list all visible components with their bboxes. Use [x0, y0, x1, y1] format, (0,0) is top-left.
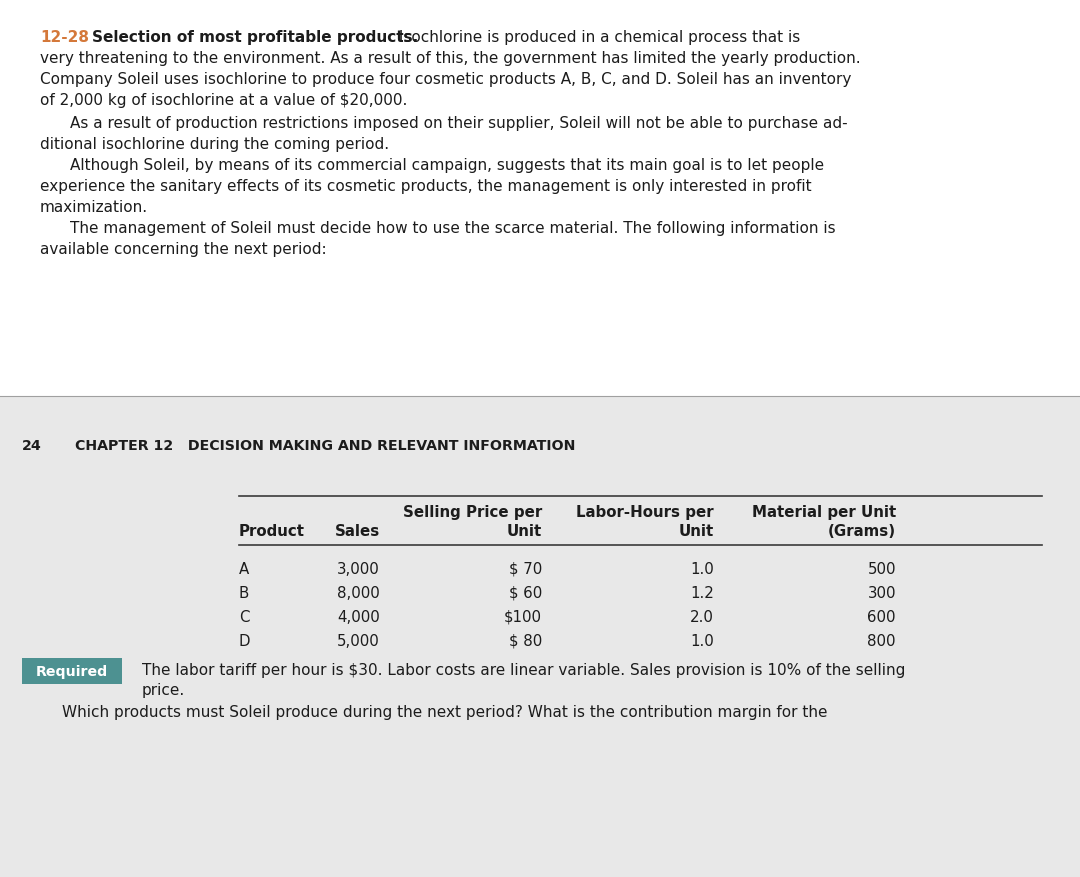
Text: $100: $100	[504, 610, 542, 624]
Text: Material per Unit: Material per Unit	[752, 504, 896, 519]
Bar	[22, 658, 122, 684]
Text: 300: 300	[867, 585, 896, 600]
Text: Although Soleil, by means of its commercial campaign, suggests that its main goa: Although Soleil, by means of its commerc…	[70, 158, 824, 173]
Text: 1.2: 1.2	[690, 585, 714, 600]
Bar	[0, 396, 1080, 877]
Text: 24: 24	[22, 438, 42, 453]
Text: Company Soleil uses isochlorine to produce four cosmetic products A, B, C, and D: Company Soleil uses isochlorine to produ…	[40, 72, 851, 87]
Text: $ 80: $ 80	[509, 633, 542, 648]
Text: 3,000: 3,000	[337, 561, 380, 576]
Text: experience the sanitary effects of its cosmetic products, the management is only: experience the sanitary effects of its c…	[40, 179, 812, 194]
Text: ditional isochlorine during the coming period.: ditional isochlorine during the coming p…	[40, 137, 389, 152]
Text: CHAPTER 12   DECISION MAKING AND RELEVANT INFORMATION: CHAPTER 12 DECISION MAKING AND RELEVANT …	[75, 438, 576, 453]
Text: 800: 800	[867, 633, 896, 648]
Text: Unit: Unit	[507, 524, 542, 538]
Text: (Grams): (Grams)	[828, 524, 896, 538]
Text: C: C	[239, 610, 249, 624]
Text: Unit: Unit	[678, 524, 714, 538]
Text: Isochlorine is produced in a chemical process that is: Isochlorine is produced in a chemical pr…	[394, 30, 800, 45]
Text: of 2,000 kg of isochlorine at a value of $20,000.: of 2,000 kg of isochlorine at a value of…	[40, 93, 407, 108]
Text: 600: 600	[867, 610, 896, 624]
Text: 5,000: 5,000	[337, 633, 380, 648]
Text: maximization.: maximization.	[40, 200, 148, 215]
Text: Labor-Hours per: Labor-Hours per	[577, 504, 714, 519]
Text: $ 70: $ 70	[509, 561, 542, 576]
Bar	[0, 0, 1080, 396]
Text: 12-28: 12-28	[40, 30, 89, 45]
Text: The management of Soleil must decide how to use the scarce material. The followi: The management of Soleil must decide how…	[70, 221, 836, 236]
Text: As a result of production restrictions imposed on their supplier, Soleil will no: As a result of production restrictions i…	[70, 116, 848, 131]
Text: 500: 500	[867, 561, 896, 576]
Text: 1.0: 1.0	[690, 633, 714, 648]
Text: Product: Product	[239, 524, 305, 538]
Text: 1.0: 1.0	[690, 561, 714, 576]
Text: Selling Price per: Selling Price per	[403, 504, 542, 519]
Text: The labor tariff per hour is $30. Labor costs are linear variable. Sales provisi: The labor tariff per hour is $30. Labor …	[141, 662, 905, 677]
Text: 2.0: 2.0	[690, 610, 714, 624]
Text: available concerning the next period:: available concerning the next period:	[40, 242, 326, 257]
Text: 8,000: 8,000	[337, 585, 380, 600]
Text: price.: price.	[141, 682, 186, 697]
Text: B: B	[239, 585, 249, 600]
Text: $ 60: $ 60	[509, 585, 542, 600]
Text: Selection of most profitable products.: Selection of most profitable products.	[92, 30, 418, 45]
Text: Required: Required	[36, 664, 108, 678]
Text: very threatening to the environment. As a result of this, the government has lim: very threatening to the environment. As …	[40, 51, 861, 66]
Text: A: A	[239, 561, 249, 576]
Text: Sales: Sales	[335, 524, 380, 538]
Text: 4,000: 4,000	[337, 610, 380, 624]
Text: D: D	[239, 633, 251, 648]
Text: Which products must Soleil produce during the next period? What is the contribut: Which products must Soleil produce durin…	[62, 704, 827, 719]
